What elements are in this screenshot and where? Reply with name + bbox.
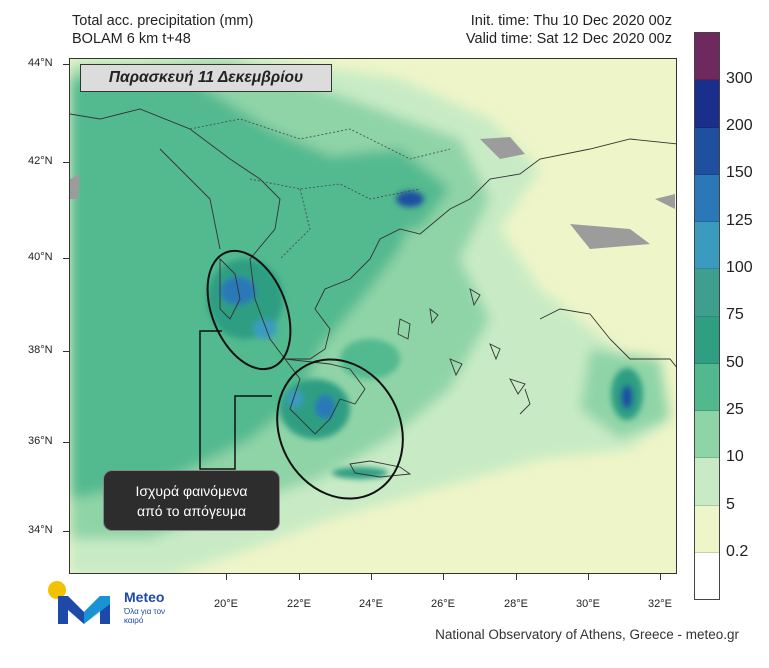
lat-tick	[63, 351, 69, 352]
lat-label: 44°N	[28, 57, 53, 69]
lat-label: 38°N	[28, 344, 53, 356]
lat-label: 40°N	[28, 251, 53, 263]
colorbar-segment	[695, 80, 719, 128]
colorbar-segment	[695, 552, 719, 599]
colorbar-label: 125	[726, 212, 753, 229]
init-time: Init. time: Thu 10 Dec 2020 00z	[470, 13, 672, 29]
lon-label: 28°E	[504, 598, 528, 610]
lon-tick	[660, 574, 661, 580]
colorbar-label: 10	[726, 448, 744, 465]
colorbar-label: 25	[726, 401, 744, 418]
lat-tick	[63, 442, 69, 443]
lat-label: 34°N	[28, 524, 53, 536]
model-name: BOLAM 6 km t+48	[72, 31, 191, 47]
colorbar-label: 300	[726, 70, 753, 87]
lon-label: 22°E	[287, 598, 311, 610]
callout-box: Ισχυρά φαινόμενα από το απόγευμα	[103, 470, 280, 531]
lon-label: 24°E	[359, 598, 383, 610]
borders	[189, 118, 451, 260]
highlight-ellipse-peloponnese	[276, 358, 404, 500]
lon-label: 30°E	[576, 598, 600, 610]
callout-text-line2: από το απόγευμα	[136, 502, 247, 519]
map-date-title: Παρασκευή 11 Δεκεμβρίου	[80, 64, 332, 92]
colorbar-segment	[695, 127, 719, 175]
footer-credit: National Observatory of Athens, Greece -…	[435, 627, 739, 642]
chart-header-right: Init. time: Thu 10 Dec 2020 00z Valid ti…	[380, 12, 672, 48]
lon-tick	[516, 574, 517, 580]
lon-tick	[588, 574, 589, 580]
precip-light-field	[70, 59, 670, 573]
meteo-logo-icon	[48, 581, 110, 624]
colorbar-label: 0.2	[726, 543, 749, 560]
lon-label: 32°E	[648, 598, 672, 610]
lat-tick	[63, 64, 69, 65]
lon-tick	[371, 574, 372, 580]
highlight-ellipse-ionian	[206, 249, 292, 371]
colorbar-segment	[695, 411, 719, 459]
colorbar-label: 150	[726, 164, 753, 181]
colorbar-label: 5	[726, 496, 735, 513]
colorbar-label: 50	[726, 354, 744, 371]
lat-tick	[63, 531, 69, 532]
colorbar-segment	[695, 458, 719, 506]
lon-tick	[226, 574, 227, 580]
callout-text-line1: Ισχυρά φαινόμενα	[135, 482, 248, 499]
colorbar-segment	[695, 363, 719, 411]
coastlines	[70, 108, 676, 478]
lon-tick	[443, 574, 444, 580]
grey-terrain	[70, 137, 675, 249]
lat-tick	[63, 162, 69, 163]
callout-connector-line	[199, 330, 272, 470]
colorbar-label: 200	[726, 117, 753, 134]
lon-tick	[299, 574, 300, 580]
colorbar-segment	[695, 174, 719, 222]
colorbar-segment	[695, 316, 719, 364]
precip-heavy-field	[207, 191, 643, 479]
colorbar-label: 75	[726, 306, 744, 323]
lat-label: 42°N	[28, 155, 53, 167]
lat-tick	[63, 258, 69, 259]
chart-title: Total acc. precipitation (mm)	[72, 13, 254, 29]
colorbar-segment	[695, 222, 719, 270]
lon-label: 26°E	[431, 598, 455, 610]
precipitation-colorbar	[694, 32, 720, 600]
lon-label: 20°E	[214, 598, 238, 610]
colorbar-segment	[695, 505, 719, 553]
logo-brand-name: Meteo	[124, 589, 165, 605]
colorbar-label: 100	[726, 259, 753, 276]
highlight-ellipses	[206, 249, 404, 500]
logo-tagline: Όλα για τον καιρό	[124, 607, 166, 625]
chart-header-left: Total acc. precipitation (mm) BOLAM 6 km…	[72, 12, 253, 48]
lat-label: 36°N	[28, 435, 53, 447]
callout-connectors	[199, 330, 272, 470]
colorbar-segment	[695, 269, 719, 317]
colorbar-segment	[695, 33, 719, 81]
valid-time: Valid time: Sat 12 Dec 2020 00z	[465, 31, 672, 47]
